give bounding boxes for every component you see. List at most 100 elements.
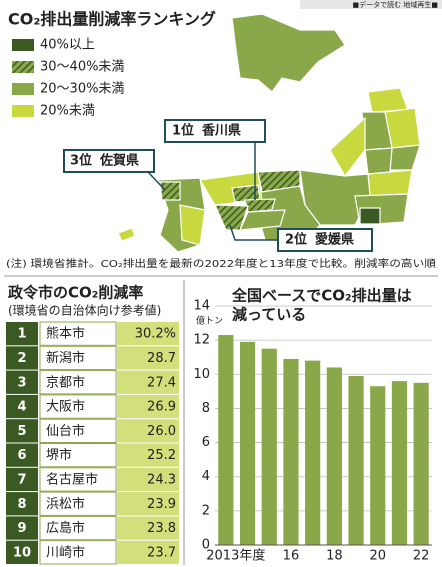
callout-name: 香川県 — [201, 123, 241, 139]
y-tick-label: 14 — [193, 299, 210, 314]
callout-name: 愛媛県 — [315, 232, 354, 248]
rank-cell — [6, 370, 38, 394]
chart-title: 全国ベースでCO₂排出量は — [231, 287, 412, 305]
value-cell — [117, 346, 179, 370]
rank: 6 — [17, 448, 26, 463]
city: 京都市 — [46, 374, 85, 390]
bar — [283, 358, 299, 545]
header-tag: ■データで読む 地域再生■ — [353, 0, 438, 9]
y-tick-label: 10 — [193, 367, 210, 382]
city: 広島市 — [46, 520, 85, 536]
rank: 10 — [13, 545, 31, 560]
y-tick-label: 4 — [202, 469, 210, 484]
rank-cell — [6, 516, 38, 540]
rank: 7 — [17, 472, 26, 487]
value: 25.2 — [147, 448, 176, 463]
note: (注) 環境省推計。CO₂排出量を最新の2022年度と13年度で比較。削減率の高… — [6, 257, 436, 270]
city: 新潟市 — [46, 350, 85, 366]
city-cell — [39, 540, 117, 565]
value-cell — [117, 492, 179, 516]
city: 仙台市 — [46, 423, 85, 439]
rank: 1 — [17, 327, 26, 342]
value: 23.8 — [147, 521, 176, 536]
city-cell — [39, 515, 117, 541]
value-cell — [117, 467, 179, 492]
value: 23.9 — [147, 497, 176, 512]
legend: 40%以上 30〜40%未満 20〜30%未満 20%未満 — [12, 38, 124, 119]
chart-title: 減っている — [232, 306, 306, 324]
bar — [413, 382, 429, 545]
city-cell — [39, 370, 117, 395]
city-cell — [39, 321, 117, 346]
y-tick-label: 0 — [202, 538, 210, 553]
legend-swatch — [12, 105, 34, 117]
legend-label: 40%以上 — [40, 38, 95, 53]
bar — [326, 367, 342, 545]
city-cell — [39, 467, 117, 492]
legend-swatch — [12, 39, 34, 51]
x-tick-label: 2013年度 — [206, 548, 265, 564]
map-title: CO₂排出量削減率ランキング — [8, 10, 216, 29]
value-cell — [117, 419, 179, 443]
value-cell — [117, 370, 179, 394]
y-tick-label: 8 — [202, 401, 210, 416]
bar — [348, 375, 364, 545]
city: 浜松市 — [46, 496, 85, 512]
city-cell — [39, 394, 117, 419]
rank: 3 — [17, 375, 26, 390]
city-cell — [39, 443, 117, 468]
value-cell — [117, 322, 179, 346]
value: 30.2% — [135, 327, 176, 342]
city-cell — [39, 345, 117, 371]
callout-name: 佐賀県 — [99, 153, 139, 169]
table-title: 政令市のCO₂削減率 — [8, 284, 143, 302]
city: 熊本市 — [46, 326, 85, 342]
bar — [261, 348, 277, 545]
rank-cell — [6, 419, 38, 443]
rank: 9 — [17, 521, 26, 536]
city-cell — [39, 418, 117, 444]
rank-cell — [6, 394, 38, 419]
value: 23.7 — [147, 545, 176, 560]
rank: 4 — [17, 400, 26, 415]
bar — [305, 360, 321, 545]
legend-label: 20〜30%未満 — [40, 82, 124, 97]
callout-lines — [147, 140, 278, 241]
city-cell — [39, 491, 117, 516]
callout-box — [63, 149, 155, 173]
rank-cell — [6, 540, 38, 564]
value-cell — [117, 443, 179, 467]
rank-cell — [6, 492, 38, 516]
x-tick-label: 20 — [369, 549, 386, 564]
city: 名古屋市 — [46, 471, 98, 487]
table: 1 熊本市 30.2% 2 新潟市 28.7 3 京都市 27.4 4 大阪市 26.9 5 仙台市 26.… — [6, 321, 179, 565]
y-tick-label: 6 — [202, 435, 210, 450]
value: 27.4 — [147, 375, 176, 390]
bar — [370, 386, 386, 545]
callout-box — [164, 119, 266, 143]
bar — [391, 381, 408, 545]
rank-cell — [6, 322, 38, 346]
callout-rank: 2位 — [285, 232, 307, 248]
bar — [218, 335, 234, 545]
y-unit: 億トン — [196, 315, 223, 327]
y-tick-label: 2 — [202, 503, 210, 518]
rank-cell — [6, 443, 38, 467]
x-tick-label: 16 — [283, 549, 300, 564]
legend-label: 30〜40%未満 — [40, 60, 124, 75]
value: 28.7 — [147, 351, 176, 366]
value-cell — [117, 516, 179, 540]
rank: 5 — [17, 424, 26, 439]
x-tick-label: 22 — [413, 549, 430, 564]
x-tick-label: 18 — [326, 549, 343, 564]
value: 26.0 — [147, 424, 176, 439]
callout-box — [277, 228, 373, 252]
map — [117, 13, 421, 253]
value: 24.3 — [147, 472, 176, 487]
value-cell — [117, 394, 179, 419]
value: 26.9 — [147, 400, 176, 415]
bar — [239, 341, 256, 545]
header-tag-bg — [300, 0, 442, 9]
